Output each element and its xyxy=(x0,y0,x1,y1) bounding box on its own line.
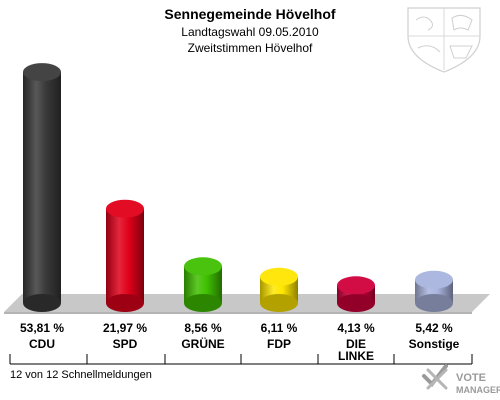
bar-die-linke xyxy=(337,276,375,312)
category-label: GRÜNE xyxy=(181,336,224,351)
category-label: DIE LINKE xyxy=(338,337,374,363)
category-label: SPD xyxy=(113,337,138,351)
category-label: FDP xyxy=(267,337,291,351)
logo-line-vote: VOTE xyxy=(456,372,486,384)
logo-line-manager: MANAGER xyxy=(456,385,500,395)
bar-fdp xyxy=(260,267,298,312)
bar-sonstige xyxy=(415,270,453,312)
chart-title: Sennegemeinde Hövelhof xyxy=(164,6,335,22)
value-label: 21,97 % xyxy=(103,321,147,335)
bar-grüne xyxy=(184,257,222,312)
value-label: 6,11 % xyxy=(261,321,298,335)
value-label: 5,42 % xyxy=(415,321,453,335)
bar-cdu xyxy=(23,63,61,312)
category-label: CDU xyxy=(29,337,55,351)
check-cross-icon xyxy=(422,364,448,390)
status-text: 12 von 12 Schnellmeldungen xyxy=(10,369,152,381)
value-label: 8,56 % xyxy=(184,321,222,335)
chart-floor-front xyxy=(4,312,472,314)
coat-of-arms-icon xyxy=(407,7,481,73)
value-label: 4,13 % xyxy=(337,321,375,335)
chart-subtitle-votes: Zweitstimmen Hövelhof xyxy=(188,41,313,55)
value-label: 53,81 % xyxy=(20,321,64,335)
category-label: Sonstige xyxy=(409,337,460,351)
bar-spd xyxy=(106,199,144,312)
chart-subtitle-election: Landtagswahl 09.05.2010 xyxy=(181,25,319,39)
vote-manager-logo: VOTE MANAGER xyxy=(422,364,500,395)
